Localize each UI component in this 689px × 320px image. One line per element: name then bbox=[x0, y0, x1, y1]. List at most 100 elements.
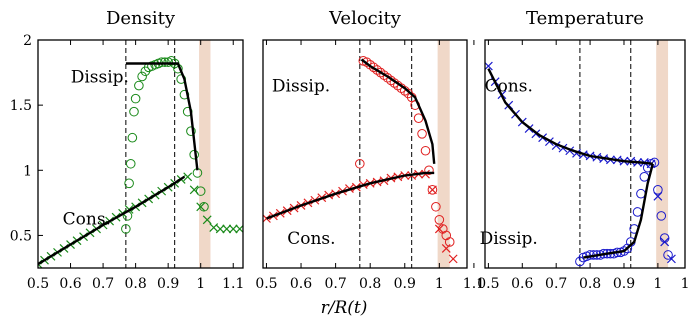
circle-marker bbox=[431, 201, 441, 212]
series-annotation: Cons. bbox=[287, 229, 335, 249]
exact-solution-line bbox=[583, 163, 654, 259]
circle-marker bbox=[355, 158, 365, 169]
x-tick-label: 0.7 bbox=[545, 276, 567, 292]
circle-marker bbox=[166, 56, 177, 66]
cross-marker bbox=[183, 172, 193, 182]
cross-marker bbox=[189, 185, 199, 195]
series-annotation: Dissip. bbox=[480, 229, 538, 249]
exact-solution-line bbox=[125, 62, 199, 171]
x-tick-label: 0.8 bbox=[579, 276, 601, 292]
shock-band bbox=[437, 40, 450, 268]
x-axis-label: r/R(t) bbox=[321, 298, 368, 318]
circle-marker bbox=[186, 126, 196, 136]
circle-marker bbox=[382, 72, 393, 83]
series-annotation: Dissip. bbox=[71, 67, 129, 87]
circle-marker bbox=[413, 113, 424, 123]
cross-marker bbox=[263, 214, 271, 223]
chart-title: Temperature bbox=[526, 8, 644, 29]
circle-marker bbox=[160, 57, 170, 67]
chart-panel-2: 0.5 0.6 0.7 0.8 0.9 1 1.1 Velocity Dissip. Cons. bbox=[255, 8, 485, 292]
circle-marker bbox=[372, 65, 382, 75]
x-tick-label: 1 bbox=[196, 276, 205, 292]
cross-marker bbox=[434, 224, 444, 234]
circle-marker bbox=[663, 250, 673, 260]
chart-title: Velocity bbox=[328, 8, 402, 29]
plot-area bbox=[38, 56, 243, 268]
axes-frame bbox=[262, 39, 468, 269]
x-tick-label: 1.1 bbox=[463, 276, 485, 292]
cross-marker bbox=[196, 202, 206, 212]
x-tick-label: 0.6 bbox=[511, 276, 533, 292]
x-tick-label: 0.9 bbox=[394, 276, 416, 292]
circle-marker bbox=[121, 224, 131, 234]
axes-frame bbox=[484, 39, 686, 269]
cross-marker bbox=[202, 215, 212, 225]
circle-marker bbox=[375, 67, 386, 78]
circle-marker bbox=[156, 57, 167, 67]
x-tick-label: 0.9 bbox=[613, 276, 635, 292]
circle-marker bbox=[427, 185, 438, 195]
x-tick-label: 0.5 bbox=[27, 276, 49, 292]
circle-marker bbox=[656, 211, 667, 221]
circle-marker bbox=[125, 158, 136, 169]
x-tick-label: 0.8 bbox=[124, 276, 146, 292]
x-tick-label: 1.1 bbox=[222, 276, 244, 292]
y-tick-label: 0.5 bbox=[10, 228, 32, 244]
circle-marker bbox=[368, 62, 379, 73]
circle-marker bbox=[636, 188, 646, 199]
x-tick-label: 0.6 bbox=[59, 276, 81, 292]
y-tick-label: 2 bbox=[23, 33, 32, 49]
x-tick-label: 0.9 bbox=[157, 276, 179, 292]
cross-marker bbox=[485, 61, 493, 71]
circle-marker bbox=[659, 233, 670, 243]
circle-marker bbox=[134, 80, 144, 91]
circle-marker bbox=[129, 106, 139, 117]
y-tick-label: 1.5 bbox=[10, 98, 32, 114]
chart-title: Density bbox=[106, 8, 176, 29]
series-annotation: Dissip. bbox=[272, 77, 330, 97]
axes-frame bbox=[37, 39, 244, 269]
circle-marker bbox=[130, 93, 141, 104]
x-tick-label: 0.8 bbox=[359, 276, 381, 292]
circle-marker bbox=[199, 201, 209, 212]
circle-marker bbox=[417, 129, 427, 139]
x-tick-label: 1 bbox=[435, 276, 444, 292]
circle-marker bbox=[653, 185, 663, 195]
plot-area bbox=[485, 61, 676, 267]
circle-marker bbox=[137, 71, 147, 82]
cross-marker bbox=[667, 254, 676, 264]
x-tick-label: 0.5 bbox=[255, 276, 277, 292]
x-tick-label: 0.6 bbox=[290, 276, 312, 292]
exact-solution-line bbox=[487, 68, 653, 165]
series-annotation: Cons. bbox=[485, 77, 533, 97]
plot-area bbox=[263, 56, 458, 264]
series-annotation: Cons. bbox=[63, 209, 111, 229]
circle-marker bbox=[124, 178, 134, 189]
circle-marker bbox=[379, 70, 389, 80]
shock-band bbox=[656, 40, 669, 268]
circle-marker bbox=[195, 186, 206, 196]
circle-marker bbox=[444, 237, 455, 247]
cross-marker bbox=[441, 244, 451, 253]
chart-panel-3: 0.5 0.6 0.7 0.8 0.9 1 1.1 Temperature Cons. Dissi… bbox=[477, 8, 689, 292]
cross-marker bbox=[427, 185, 437, 195]
circle-marker bbox=[127, 132, 138, 143]
x-tick-label: 0.5 bbox=[477, 276, 499, 292]
circle-marker bbox=[361, 57, 372, 67]
y-tick-label: 1 bbox=[23, 163, 32, 179]
circle-marker bbox=[434, 214, 445, 225]
cross-marker bbox=[448, 254, 458, 264]
circle-marker bbox=[632, 207, 643, 217]
cross-marker bbox=[421, 169, 430, 179]
circle-marker bbox=[424, 165, 434, 176]
shock-band bbox=[199, 40, 211, 268]
cross-marker bbox=[215, 224, 225, 234]
x-tick-label: 1.1 bbox=[681, 276, 689, 292]
exact-solution-line bbox=[360, 58, 436, 164]
cross-marker bbox=[222, 224, 232, 234]
circle-marker bbox=[639, 172, 650, 182]
exact-solution-line bbox=[266, 171, 435, 220]
x-tick-label: 0.7 bbox=[324, 276, 346, 292]
chart-panel-1: 0.5 0.6 0.7 0.8 0.9 1 1.1 0.5 1 1.5 2 Density Dissip… bbox=[10, 8, 245, 292]
